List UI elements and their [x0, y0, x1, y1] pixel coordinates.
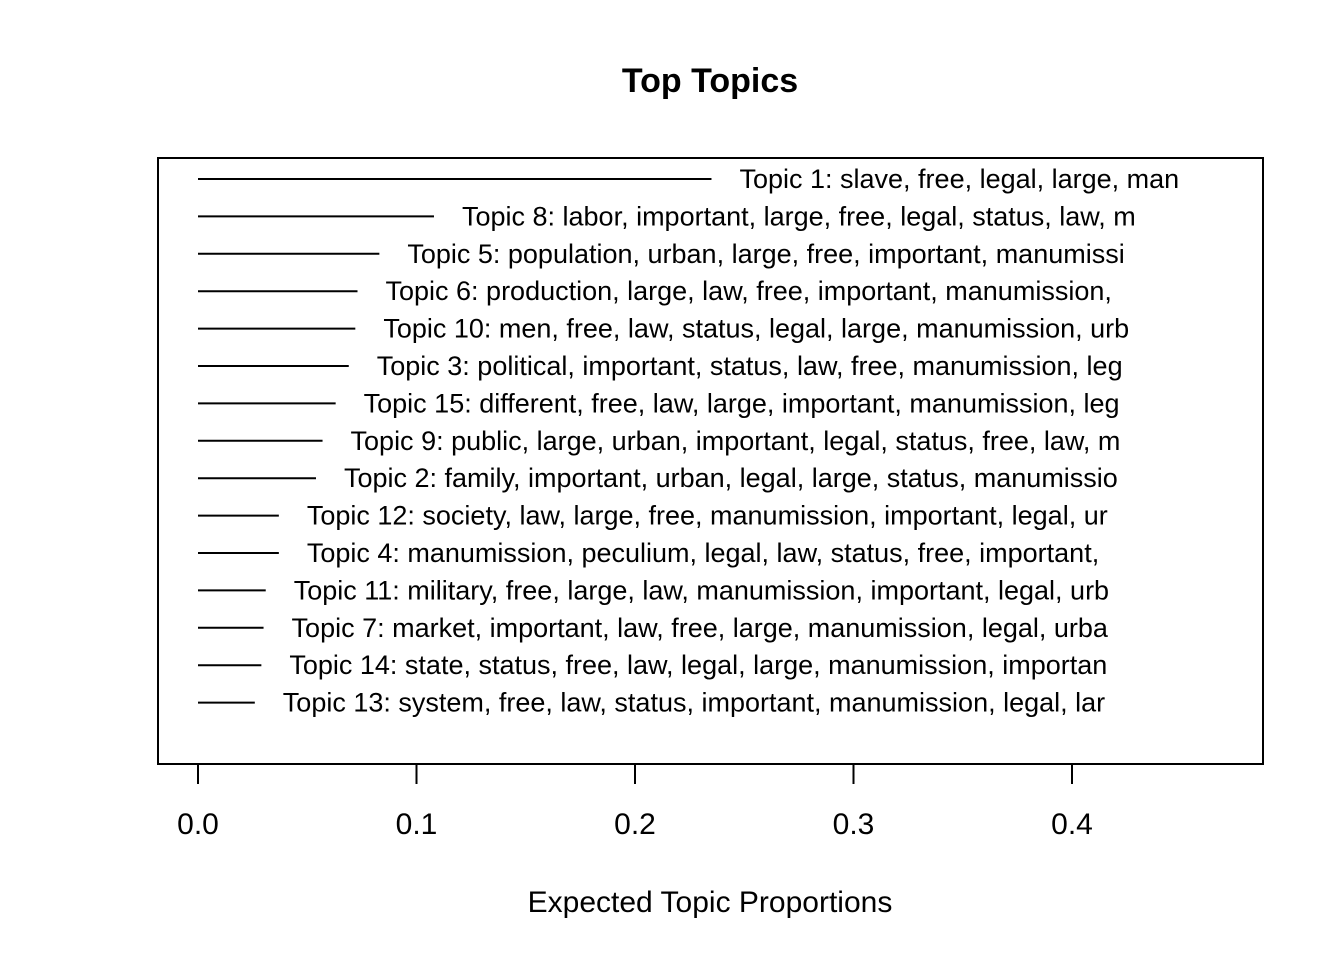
x-tick-label: 0.2 — [614, 808, 656, 841]
topic-label: Topic 15: different, free, law, large, i… — [364, 388, 1120, 418]
topic-label: Topic 13: system, free, law, status, imp… — [283, 688, 1105, 718]
topic-label: Topic 1: slave, free, legal, large, man — [739, 164, 1179, 194]
topic-label: Topic 7: market, important, law, free, l… — [292, 613, 1109, 643]
x-axis: 0.0 0.1 0.2 0.3 0.4 — [177, 763, 1093, 841]
x-tick-label: 0.3 — [833, 808, 875, 841]
x-tick-label: 0.0 — [177, 808, 219, 841]
topic-label: Topic 9: public, large, urban, important… — [351, 426, 1121, 456]
topic-label: Topic 14: state, status, free, law, lega… — [289, 650, 1107, 680]
topic-label: Topic 2: family, important, urban, legal… — [344, 463, 1118, 493]
topic-label: Topic 6: production, large, law, free, i… — [386, 276, 1112, 306]
x-axis-label: Expected Topic Proportions — [528, 886, 893, 919]
topic-label: Topic 10: men, free, law, status, legal,… — [383, 314, 1129, 344]
topic-label: Topic 8: labor, important, large, free, … — [462, 201, 1136, 231]
topic-label: Topic 3: political, important, status, l… — [377, 351, 1123, 381]
topic-label: Topic 11: military, free, large, law, ma… — [294, 575, 1109, 605]
chart-title: Top Topics — [622, 62, 798, 100]
topic-label: Topic 12: society, law, large, free, man… — [307, 501, 1108, 531]
topic-label: Topic 4: manumission, peculium, legal, l… — [307, 538, 1099, 568]
x-tick-label: 0.1 — [396, 808, 438, 841]
x-tick-label: 0.4 — [1051, 808, 1093, 841]
plot-marks: Topic 1: slave, free, legal, large, man T… — [198, 164, 1179, 718]
topic-label: Topic 5: population, urban, large, free,… — [407, 239, 1124, 269]
